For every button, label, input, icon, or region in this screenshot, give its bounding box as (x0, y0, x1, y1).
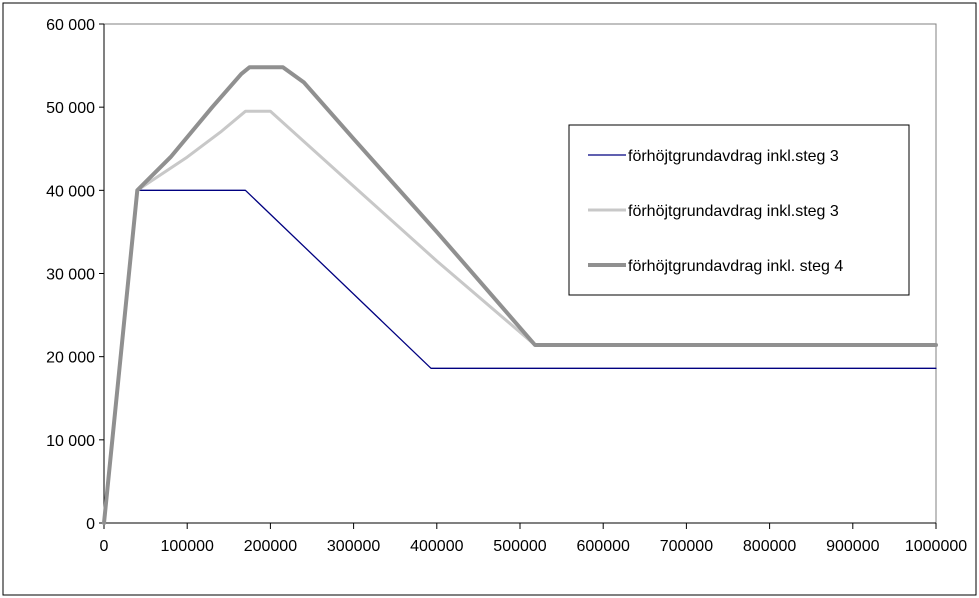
x-tick-label: 200000 (244, 538, 297, 555)
x-tick-label: 600000 (577, 538, 630, 555)
y-tick-label: 40 000 (46, 183, 95, 200)
series-line-2 (102, 109, 938, 525)
legend: förhöjtgrundavdrag inkl.steg 3 förhöjtgru… (568, 124, 910, 296)
x-axis: 0 100000 200000 300000 400000 500000 600000 700… (100, 522, 967, 555)
y-tick-label: 50 000 (46, 100, 95, 117)
x-tick-label: 300000 (327, 538, 380, 555)
legend-label-3: förhöjtgrundavdrag inkl. steg 4 (628, 258, 843, 275)
series-layer (102, 65, 938, 525)
y-tick-label: 20 000 (46, 350, 95, 367)
x-tick-label: 400000 (410, 538, 463, 555)
x-tick-label: 700000 (660, 538, 713, 555)
x-tick-label: 1000000 (905, 538, 967, 555)
series-line-3 (102, 65, 938, 525)
x-tick-label: 0 (100, 538, 109, 555)
x-tick-label: 800000 (743, 538, 796, 555)
x-tick-label: 100000 (161, 538, 214, 555)
y-axis: 0 10 000 20 000 30 000 40 000 50 000 60 000 (46, 17, 105, 533)
y-tick-label: 0 (86, 516, 95, 533)
x-tick-label: 900000 (826, 538, 879, 555)
legend-label-2: förhöjtgrundavdrag inkl.steg 3 (628, 203, 839, 220)
legend-label-1: förhöjtgrundavdrag inkl.steg 3 (628, 148, 839, 165)
y-tick-label: 30 000 (46, 267, 95, 284)
y-tick-label: 10 000 (46, 433, 95, 450)
y-tick-label: 60 000 (46, 17, 95, 34)
x-tick-label: 500000 (493, 538, 546, 555)
